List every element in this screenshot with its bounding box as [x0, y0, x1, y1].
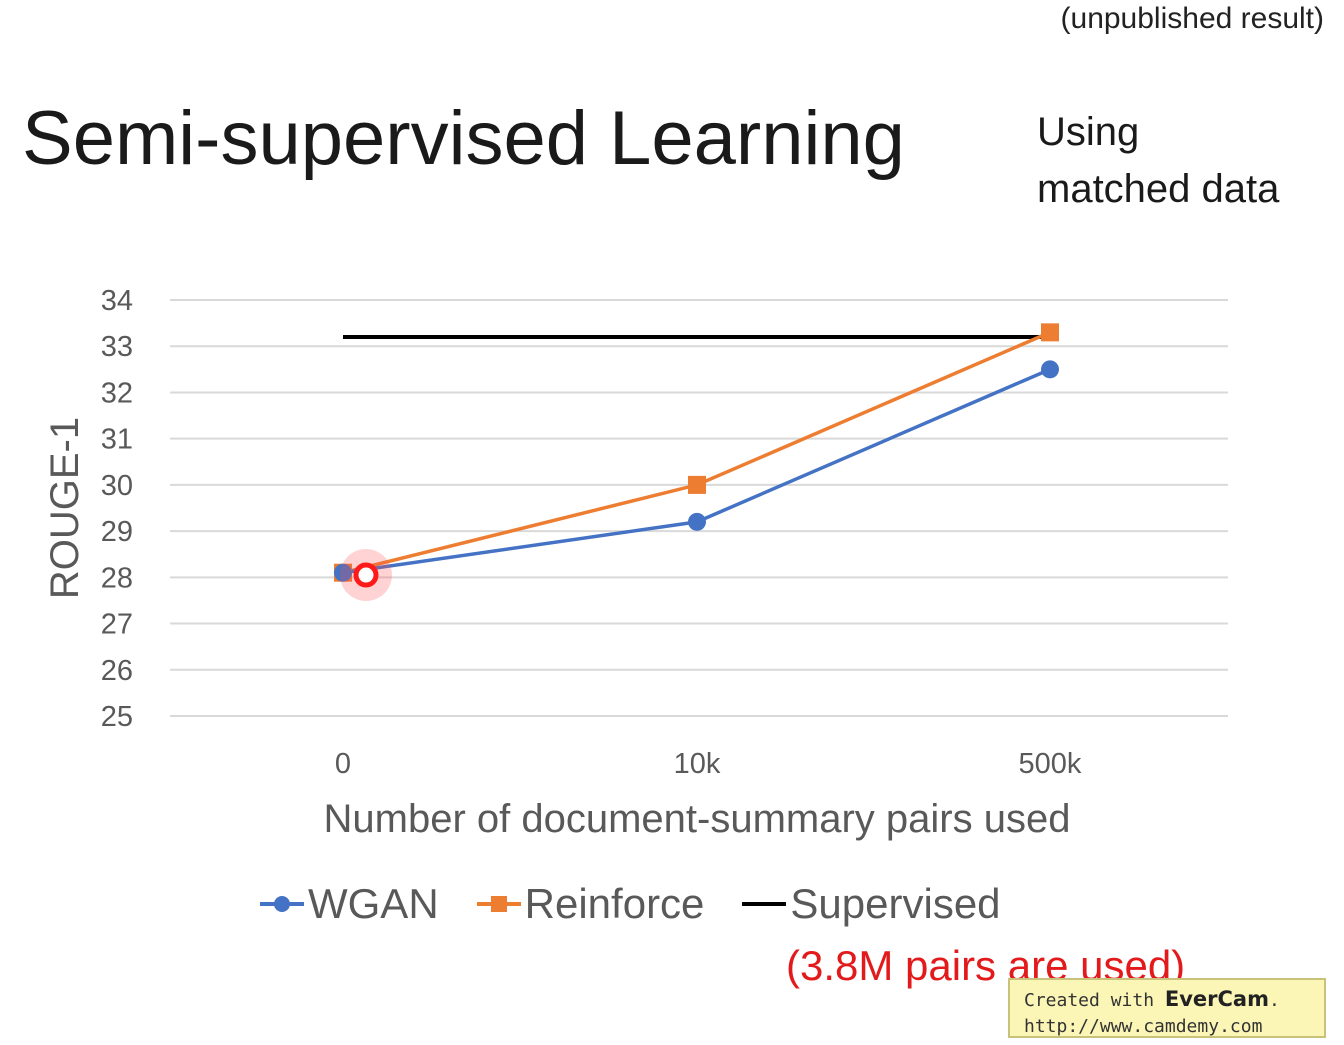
watermark-url: http://www.camdemy.com: [1024, 1016, 1263, 1037]
legend-item-wgan: WGAN: [258, 880, 439, 928]
legend-supervised-line-icon: [742, 902, 787, 906]
x-tick-500k: 500k: [1019, 748, 1082, 780]
legend: WGAN Reinforce Supervised: [258, 880, 1037, 928]
y-tick-34: 34: [101, 285, 133, 317]
unpublished-note: (unpublished result): [1060, 2, 1324, 35]
y-tick-32: 32: [101, 377, 133, 409]
y-tick-33: 33: [101, 331, 133, 363]
legend-item-reinforce: Reinforce: [475, 880, 705, 928]
x-tick-labels: 0 10k 500k: [335, 748, 1082, 780]
watermark-brand: EverCam: [1164, 987, 1269, 1011]
y-tick-26: 26: [101, 655, 133, 687]
x-axis-label: Number of document-summary pairs used: [324, 797, 1071, 841]
page-title: Semi-supervised Learning: [22, 96, 905, 181]
x-tick-10k: 10k: [674, 748, 721, 780]
y-tick-27: 27: [101, 609, 133, 641]
y-tick-29: 29: [101, 516, 133, 548]
evercam-watermark: Created with EverCam. http://www.camdemy…: [1008, 978, 1326, 1038]
legend-reinforce-marker-icon: [476, 896, 521, 912]
y-tick-25: 25: [101, 701, 133, 733]
series-line-reinforce: [342, 330, 1051, 575]
point-wgan-0: [334, 563, 352, 582]
legend-reinforce-label: Reinforce: [524, 880, 705, 927]
y-tick-30: 30: [101, 470, 133, 502]
grid-lines: [170, 299, 1228, 717]
series-lines: [342, 330, 1051, 575]
legend-item-supervised: Supervised: [740, 880, 1001, 928]
point-wgan-2: [1041, 360, 1059, 379]
side-note: Using matched data: [1037, 104, 1279, 218]
line-chart: 25 26 27 28 29 30 31 32 33 34 0 10k 500k ROUGE-1 Nu…: [43, 285, 1228, 841]
side-note-line2: matched data: [1037, 167, 1280, 211]
series-markers: [334, 323, 1059, 602]
legend-supervised-label: Supervised: [790, 880, 1001, 927]
y-tick-28: 28: [101, 562, 133, 594]
point-wgan-1: [688, 512, 706, 531]
y-tick-31: 31: [101, 424, 133, 456]
x-tick-0: 0: [335, 748, 351, 780]
series-line-wgan: [342, 367, 1051, 575]
point-reinforce-1: [688, 475, 706, 494]
y-axis-label: ROUGE-1: [43, 417, 87, 599]
cursor-pointer-icon: [353, 562, 379, 588]
side-note-line1: Using: [1037, 110, 1140, 154]
legend-wgan-marker-icon: [260, 896, 304, 912]
y-tick-labels: 25 26 27 28 29 30 31 32 33 34: [101, 285, 133, 733]
watermark-line1: Created with EverCam.: [1024, 987, 1280, 1011]
point-reinforce-2: [1041, 323, 1059, 342]
legend-wgan-label: WGAN: [308, 880, 439, 927]
